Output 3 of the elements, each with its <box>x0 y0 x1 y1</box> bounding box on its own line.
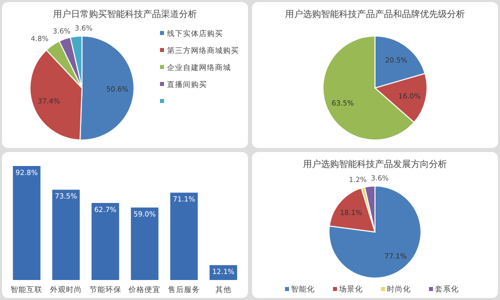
title: 用户选购智能科技产品产品和品牌优先级分析 <box>285 10 465 20</box>
title: 用户日常购买智能科技产品渠道分析 <box>53 10 197 20</box>
title: 用户选购智能科技产品发展方向分析 <box>303 160 447 170</box>
